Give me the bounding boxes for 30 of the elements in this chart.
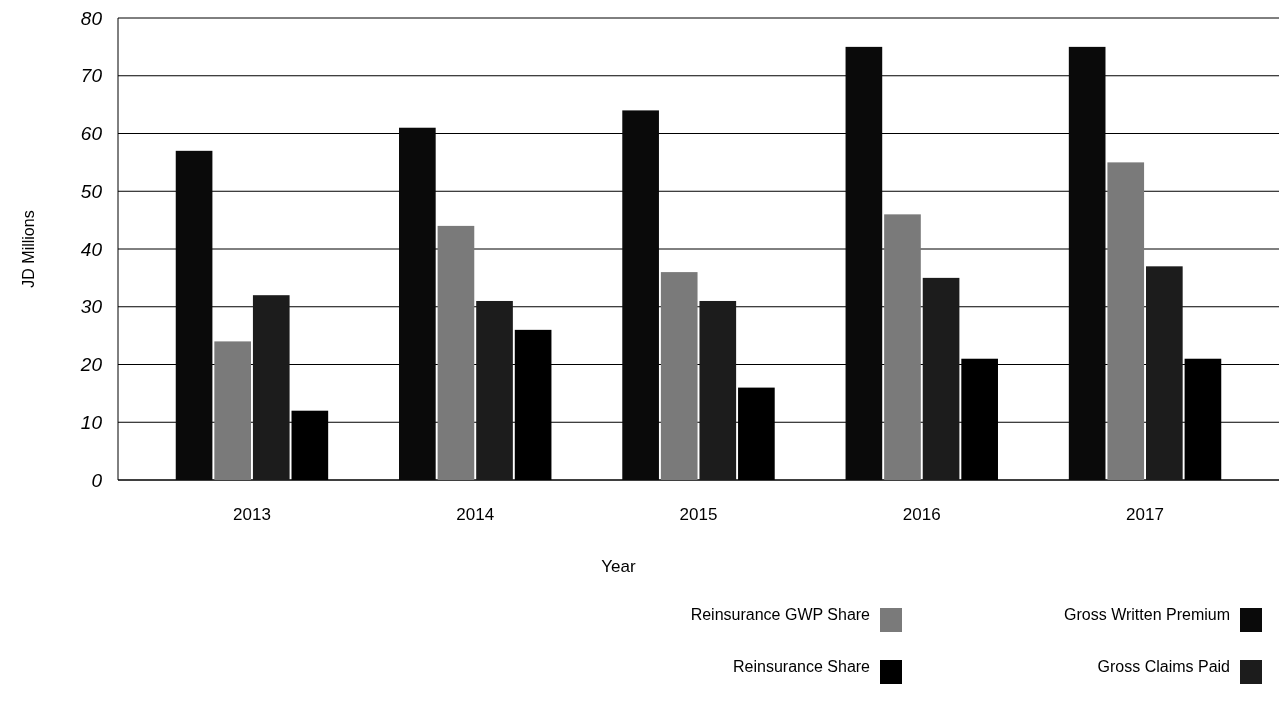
y-tick-label: 50 xyxy=(80,180,103,202)
bar xyxy=(1146,266,1183,480)
y-tick-label: 20 xyxy=(79,354,103,376)
y-tick-label: 10 xyxy=(80,411,103,433)
legend-label: Reinsurance GWP Share xyxy=(690,606,871,623)
bar xyxy=(699,300,737,480)
y-tick-label: 60 xyxy=(80,123,103,145)
y-tick-label: 80 xyxy=(80,7,103,29)
x-tick-label: 2017 xyxy=(1126,505,1164,524)
bar xyxy=(1107,162,1145,480)
x-tick-label: 2014 xyxy=(456,505,495,524)
y-axis-title: JD Millions xyxy=(20,210,37,288)
legend-label: Reinsurance Share xyxy=(733,658,871,675)
x-tick-label: 2013 xyxy=(233,505,271,524)
bar xyxy=(660,272,698,480)
bar xyxy=(214,341,251,480)
y-tick-label: 30 xyxy=(80,296,103,318)
bar xyxy=(476,300,513,480)
x-axis-title: Year xyxy=(601,557,637,576)
bar xyxy=(437,225,475,480)
y-tick-label: 70 xyxy=(80,65,103,87)
bar xyxy=(884,214,921,480)
x-tick-label: 2016 xyxy=(902,505,941,524)
bar xyxy=(922,277,960,480)
y-tick-label: 40 xyxy=(80,238,103,260)
x-tick-label: 2015 xyxy=(679,505,718,524)
legend-label: Gross Claims Paid xyxy=(1097,658,1230,675)
bar xyxy=(252,295,290,480)
y-tick-label: 0 xyxy=(91,469,103,491)
legend-label: Gross Written Premium xyxy=(1064,606,1230,623)
